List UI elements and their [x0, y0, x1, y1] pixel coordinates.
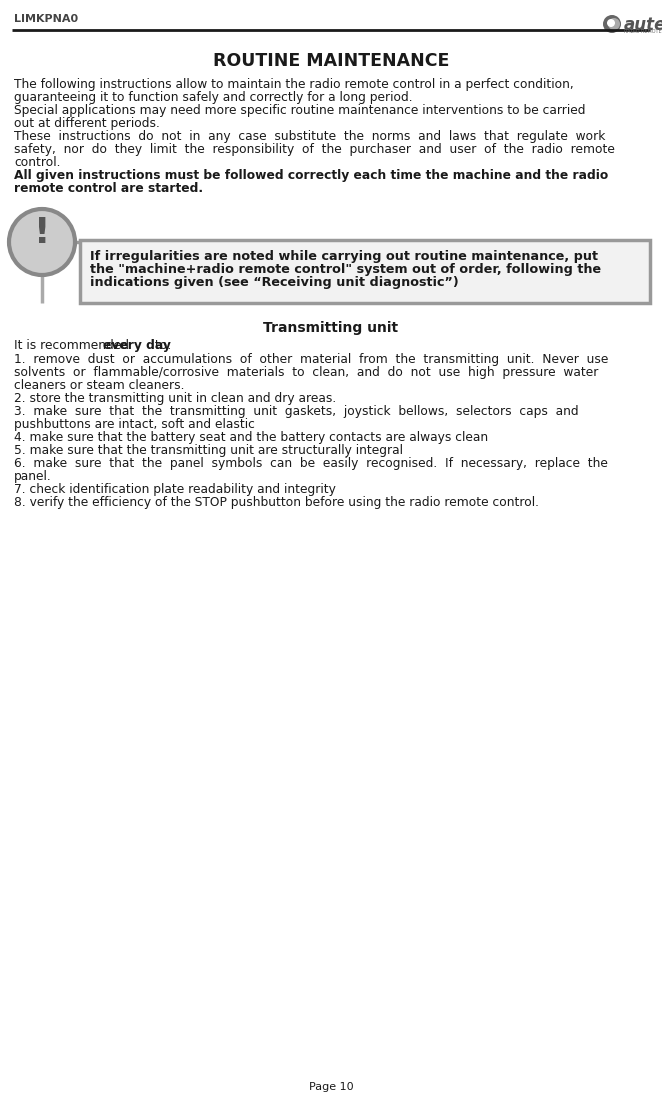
- Circle shape: [608, 18, 620, 30]
- Text: cleaners or steam cleaners.: cleaners or steam cleaners.: [14, 379, 185, 392]
- Text: solvents  or  flammable/corrosive  materials  to  clean,  and  do  not  use  hig: solvents or flammable/corrosive material…: [14, 366, 598, 379]
- Text: out at different periods.: out at different periods.: [14, 116, 160, 130]
- Circle shape: [603, 15, 621, 33]
- Text: control.: control.: [14, 156, 60, 169]
- Text: indications given (see “Receiving unit diagnostic”): indications given (see “Receiving unit d…: [90, 276, 459, 289]
- Text: guaranteeing it to function safely and correctly for a long period.: guaranteeing it to function safely and c…: [14, 91, 412, 104]
- Circle shape: [607, 19, 615, 27]
- Circle shape: [9, 209, 75, 275]
- Text: RADIO REMOTE CONTROL: RADIO REMOTE CONTROL: [624, 29, 662, 34]
- Text: !: !: [34, 217, 50, 249]
- Text: 6.  make  sure  that  the  panel  symbols  can  be  easily  recognised.  If  nec: 6. make sure that the panel symbols can …: [14, 457, 608, 470]
- Text: Transmitting unit: Transmitting unit: [263, 321, 399, 335]
- Text: All given instructions must be followed correctly each time the machine and the : All given instructions must be followed …: [14, 169, 608, 182]
- Text: These  instructions  do  not  in  any  case  substitute  the  norms  and  laws  : These instructions do not in any case su…: [14, 130, 605, 143]
- Text: autec: autec: [624, 16, 662, 34]
- Text: LIMKPNA0: LIMKPNA0: [14, 14, 78, 24]
- Text: pushbuttons are intact, soft and elastic: pushbuttons are intact, soft and elastic: [14, 418, 255, 431]
- Text: safety,  nor  do  they  limit  the  responsibility  of  the  purchaser  and  use: safety, nor do they limit the responsibi…: [14, 143, 615, 156]
- Text: 8. verify the efficiency of the STOP pushbutton before using the radio remote co: 8. verify the efficiency of the STOP pus…: [14, 496, 539, 509]
- Text: Page 10: Page 10: [308, 1083, 354, 1092]
- Text: the "machine+radio remote control" system out of order, following the: the "machine+radio remote control" syste…: [90, 263, 601, 276]
- Text: The following instructions allow to maintain the radio remote control in a perfe: The following instructions allow to main…: [14, 78, 574, 91]
- Text: 5. make sure that the transmitting unit are structurally integral: 5. make sure that the transmitting unit …: [14, 444, 403, 457]
- Text: 7. check identification plate readability and integrity: 7. check identification plate readabilit…: [14, 482, 336, 496]
- Text: If irregularities are noted while carrying out routine maintenance, put: If irregularities are noted while carryi…: [90, 249, 598, 263]
- Bar: [80, 240, 650, 303]
- Text: every day: every day: [103, 338, 171, 352]
- Text: Special applications may need more specific routine maintenance interventions to: Special applications may need more speci…: [14, 104, 585, 116]
- Text: 3.  make  sure  that  the  transmitting  unit  gaskets,  joystick  bellows,  sel: 3. make sure that the transmitting unit …: [14, 406, 579, 418]
- Text: to:: to:: [151, 338, 171, 352]
- Text: 1.  remove  dust  or  accumulations  of  other  material  from  the  transmittin: 1. remove dust or accumulations of other…: [14, 353, 608, 366]
- Text: panel.: panel.: [14, 470, 52, 482]
- Text: remote control are started.: remote control are started.: [14, 182, 203, 195]
- Text: It is recommended: It is recommended: [14, 338, 133, 352]
- Text: 2. store the transmitting unit in clean and dry areas.: 2. store the transmitting unit in clean …: [14, 392, 336, 406]
- Text: 4. make sure that the battery seat and the battery contacts are always clean: 4. make sure that the battery seat and t…: [14, 431, 488, 444]
- Text: ROUTINE MAINTENANCE: ROUTINE MAINTENANCE: [213, 52, 449, 70]
